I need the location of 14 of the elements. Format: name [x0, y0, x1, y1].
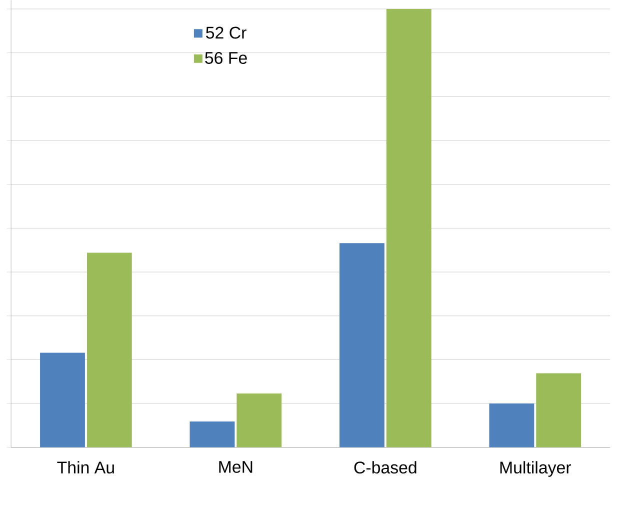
bar — [386, 8, 432, 448]
bar — [40, 352, 85, 448]
x-tick-label: Thin Au — [57, 460, 114, 474]
x-tick-label: C-based — [354, 460, 416, 474]
bar — [190, 421, 235, 448]
bar — [339, 242, 384, 448]
x-tick-label: Multilayer — [500, 460, 572, 477]
bar — [236, 393, 282, 448]
x-tick-label: MeN — [219, 460, 252, 473]
bar — [536, 373, 582, 448]
bar — [86, 252, 132, 448]
bar — [489, 403, 534, 448]
legend-label: 52 Cr — [206, 26, 246, 39]
legend-label: 56 Fe — [205, 52, 247, 64]
